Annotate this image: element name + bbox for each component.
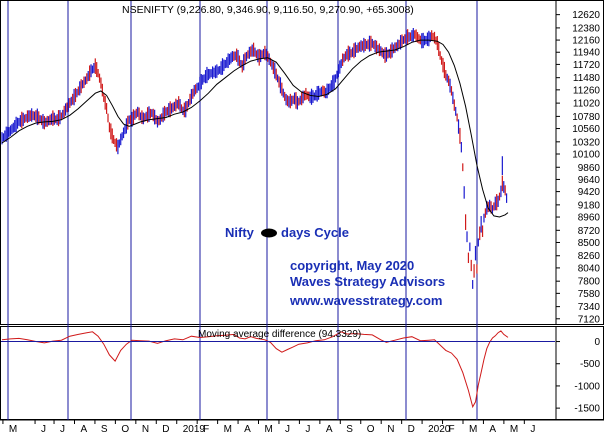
price-tick-label-13: 9640: [578, 175, 601, 186]
price-tick-label-19: 8260: [578, 251, 601, 262]
month-label-0: M: [9, 424, 17, 435]
month-label-7: D: [162, 424, 169, 435]
month-label-14: J: [305, 424, 310, 435]
price-tick-label-20: 8040: [578, 263, 601, 274]
month-label-24: M: [510, 424, 518, 435]
price-tick-label-3: 11940: [573, 48, 601, 59]
price-tick-label-0: 12620: [572, 10, 600, 21]
price-tick-label-6: 11260: [573, 85, 601, 96]
price-tick-label-21: 7800: [578, 277, 601, 288]
price-tick-label-10: 10320: [572, 137, 600, 148]
firm-name-text: Waves Strategy Advisors: [290, 274, 445, 289]
price-layer: [1, 28, 509, 289]
month-label-13: J: [285, 424, 290, 435]
month-label-8: 2019: [183, 424, 206, 435]
month-label-12: M: [265, 424, 273, 435]
month-label-3: A: [80, 424, 87, 435]
month-label-5: O: [121, 424, 129, 435]
price-tick-label-2: 12160: [572, 36, 600, 47]
price-tick-label-9: 10560: [572, 124, 600, 135]
moving-average-line: [1, 39, 509, 218]
month-label-21: F: [449, 424, 455, 435]
ind-tick-label-0: 0: [594, 337, 600, 348]
ma-difference-line: [1, 330, 509, 409]
month-label-9: F: [203, 424, 209, 435]
month-label-2: J: [60, 424, 65, 435]
month-label-10: M: [224, 424, 232, 435]
price-tick-label-24: 7120: [578, 314, 601, 325]
price-tick-label-18: 8500: [578, 238, 601, 249]
price-tick-label-1: 12380: [572, 23, 600, 34]
month-label-16: S: [346, 424, 353, 435]
month-label-20: 2020: [428, 424, 451, 435]
indicator-y-axis: 0 -500 -1000 -1500: [1, 337, 600, 415]
redaction-mark: [261, 228, 277, 238]
month-label-17: O: [367, 424, 375, 435]
price-tick-label-12: 9860: [578, 163, 601, 174]
month-label-6: N: [142, 424, 149, 435]
cycle-label-left: Nifty: [225, 225, 255, 240]
month-label-4: S: [101, 424, 108, 435]
price-tick-label-16: 8960: [578, 213, 601, 224]
month-label-23: A: [489, 424, 496, 435]
month-label-18: N: [387, 424, 394, 435]
price-tick-label-5: 11480: [573, 73, 601, 84]
ind-tick-label-1: -500: [580, 359, 600, 370]
indicator-layer: [1, 330, 509, 409]
price-tick-label-22: 7580: [578, 289, 601, 300]
month-label-22: M: [469, 424, 477, 435]
chart-title: NSENIFTY (9,226.80, 9,346.90, 9,116.50, …: [122, 4, 414, 16]
month-label-1: J: [41, 424, 46, 435]
ind-tick-label-3: -1500: [574, 404, 600, 415]
price-tick-label-14: 9420: [578, 187, 601, 198]
month-label-19: D: [408, 424, 415, 435]
copyright-text: copyright, May 2020: [290, 258, 414, 273]
month-label-25: J: [530, 424, 535, 435]
website-text: www.wavesstrategy.com: [289, 293, 442, 308]
month-label-11: A: [244, 424, 251, 435]
indicator-panel-frame: [0, 326, 604, 420]
price-tick-label-11: 10100: [572, 149, 600, 160]
indicator-title: Moving average difference (94.3329): [198, 329, 361, 340]
price-tick-label-15: 9180: [578, 200, 601, 211]
price-tick-label-7: 11020: [573, 99, 601, 110]
price-tick-label-4: 11720: [573, 60, 601, 71]
price-panel-frame: [0, 0, 604, 325]
ind-tick-label-2: -1000: [574, 381, 600, 392]
price-tick-label-23: 7340: [578, 302, 601, 313]
cycle-label-right: days Cycle: [281, 225, 349, 240]
price-tick-label-8: 10780: [572, 112, 600, 123]
month-label-15: A: [326, 424, 333, 435]
price-tick-label-17: 8720: [578, 226, 601, 237]
